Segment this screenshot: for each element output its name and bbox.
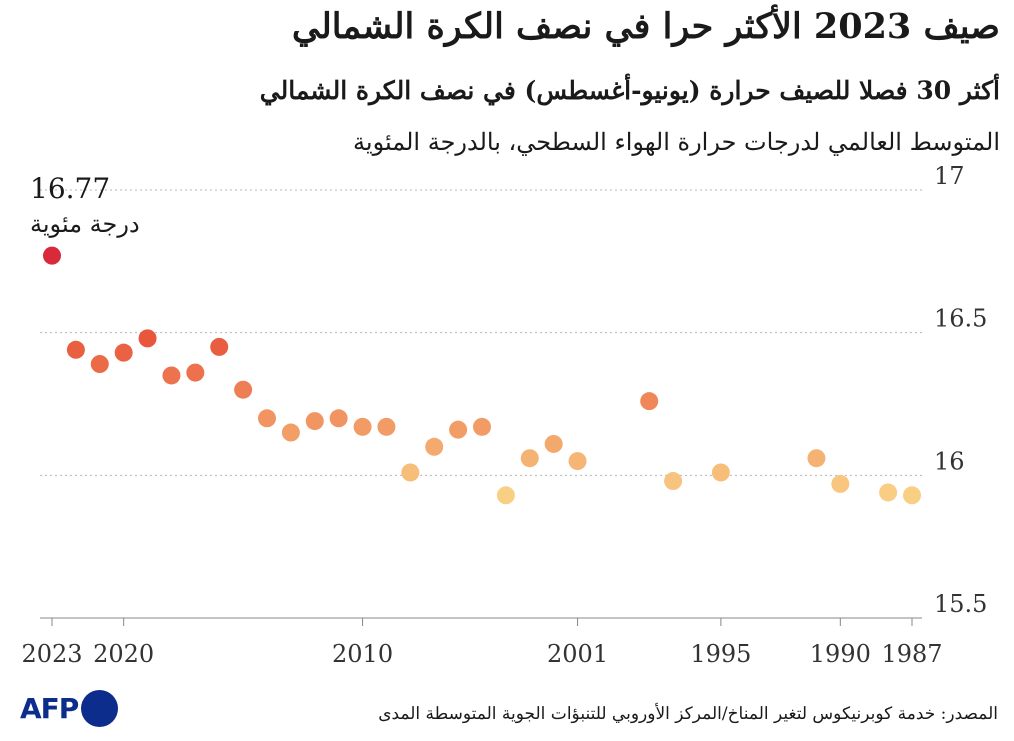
y-tick-label: 15.5 bbox=[934, 590, 987, 618]
data-point bbox=[353, 417, 372, 436]
highlight-point bbox=[43, 246, 61, 265]
y-tick-label: 16 bbox=[934, 447, 965, 475]
data-points bbox=[43, 246, 921, 505]
source-note: المصدر: خدمة كوبرنيكوس لتغير المناخ/المر… bbox=[378, 704, 998, 724]
grid-lines bbox=[40, 189, 922, 619]
chart-title: صيف 2023 الأكثر حرا في نصف الكرة الشمالي bbox=[291, 6, 1000, 47]
data-point bbox=[473, 417, 491, 436]
x-tick-label: 1995 bbox=[690, 640, 751, 668]
x-tick-label: 1987 bbox=[881, 640, 942, 668]
data-point bbox=[711, 463, 730, 482]
y-tick-label: 16.5 bbox=[934, 305, 987, 333]
data-point bbox=[90, 355, 109, 374]
data-point bbox=[305, 412, 324, 431]
data-point bbox=[281, 423, 300, 442]
data-point bbox=[162, 366, 181, 385]
x-tick-label: 2020 bbox=[93, 640, 154, 668]
data-point bbox=[807, 449, 826, 468]
data-point bbox=[329, 409, 348, 428]
data-point bbox=[377, 417, 396, 436]
data-point bbox=[903, 486, 921, 505]
data-point bbox=[520, 449, 539, 468]
data-point bbox=[114, 343, 133, 362]
data-point bbox=[401, 463, 420, 482]
highlight-unit-label: درجة مئوية bbox=[30, 210, 140, 238]
afp-logo-text: AFP bbox=[20, 692, 79, 725]
data-point bbox=[138, 329, 157, 348]
data-point bbox=[66, 340, 85, 359]
unit-label: المتوسط العالمي لدرجات حرارة الهواء السط… bbox=[353, 128, 1000, 156]
data-point bbox=[831, 474, 850, 493]
chart-labels: 16.77 درجة مئوية bbox=[30, 172, 140, 238]
data-point bbox=[544, 434, 563, 453]
data-point bbox=[879, 483, 898, 502]
data-point bbox=[210, 337, 229, 356]
x-tick-label: 2010 bbox=[332, 640, 393, 668]
data-point bbox=[640, 392, 659, 411]
data-point bbox=[258, 409, 276, 428]
y-tick-label: 17 bbox=[934, 162, 965, 190]
data-point bbox=[664, 472, 683, 491]
x-tick-label: 2001 bbox=[547, 640, 608, 668]
x-axis: 17 16.5 16 15.5 2023 2020 2010 2001 1995 1990 1987 bbox=[21, 162, 987, 668]
afp-logo: AFP bbox=[20, 690, 119, 727]
data-point bbox=[186, 363, 205, 382]
x-tick-label: 1990 bbox=[810, 640, 871, 668]
chart-subtitle: أكثر 30 فصلا للصيف حرارة (يونيو-أغسطس) ف… bbox=[259, 76, 1000, 105]
afp-logo-dot-icon bbox=[81, 690, 119, 727]
data-point bbox=[234, 380, 253, 399]
data-point bbox=[496, 486, 515, 505]
x-tick-label: 2023 bbox=[21, 640, 82, 668]
data-point bbox=[568, 452, 587, 471]
highlight-value-label: 16.77 bbox=[30, 172, 110, 205]
data-point bbox=[449, 420, 468, 439]
data-point bbox=[425, 437, 444, 456]
